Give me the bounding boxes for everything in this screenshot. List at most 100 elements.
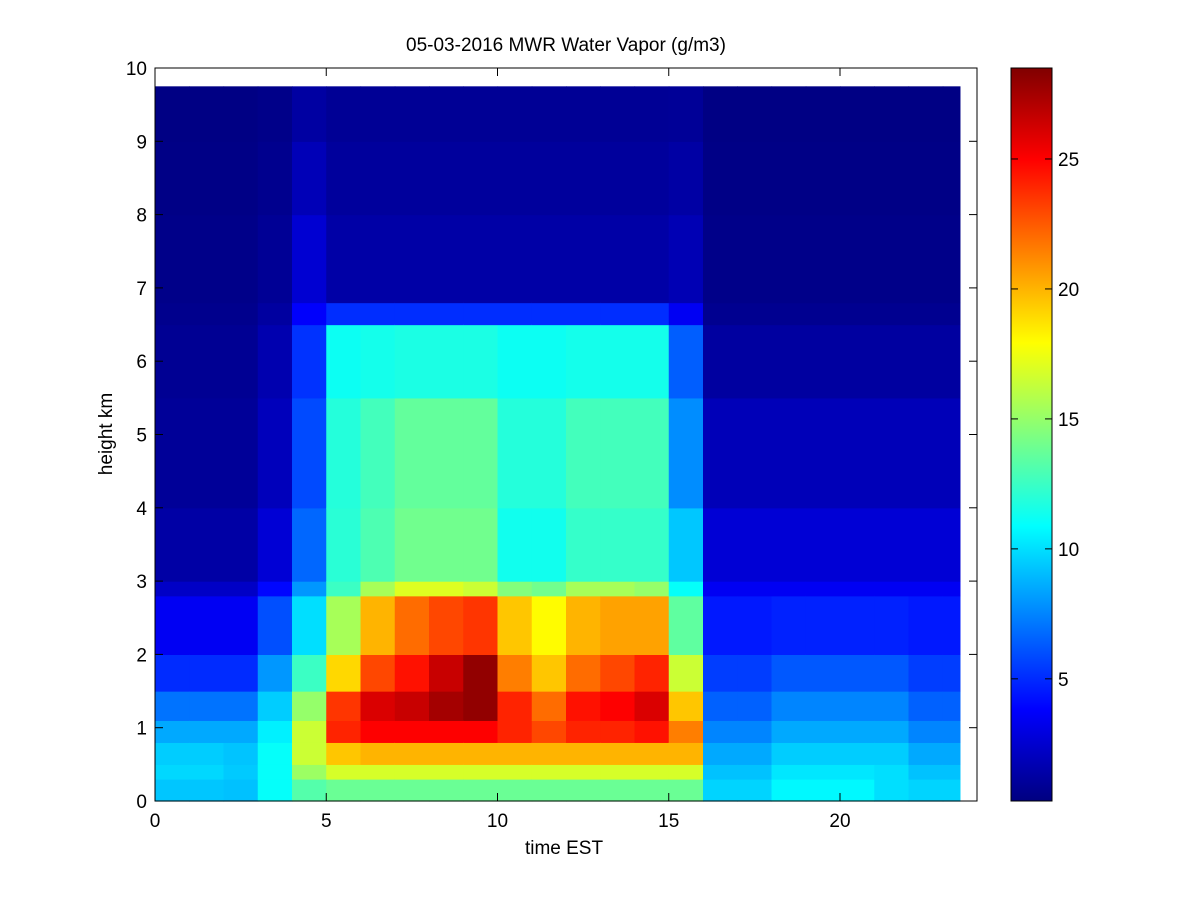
heatmap-cell — [942, 720, 961, 743]
heatmap-cell — [737, 302, 773, 326]
heatmap-cell — [874, 507, 910, 582]
heatmap-cell — [566, 581, 601, 597]
heatmap-cell — [703, 691, 738, 721]
heatmap-cell — [566, 720, 601, 743]
heatmap-cell — [531, 764, 567, 780]
heatmap-cell — [497, 302, 533, 326]
heatmap-cell — [908, 720, 944, 743]
heatmap-cell — [805, 397, 841, 509]
heatmap-cell — [874, 86, 910, 142]
heatmap-cell — [223, 302, 259, 326]
heatmap-cell — [840, 302, 875, 326]
heatmap-cell — [874, 581, 910, 597]
heatmap-cell — [600, 595, 636, 655]
heatmap-cell — [429, 324, 464, 399]
heatmap-cell — [326, 742, 362, 765]
heatmap-cell — [737, 779, 773, 802]
heatmap-cell — [463, 397, 499, 509]
heatmap-cell — [634, 779, 670, 802]
heatmap-cell — [737, 691, 773, 721]
heatmap-cell — [634, 302, 670, 326]
heatmap-cell — [771, 595, 807, 655]
heatmap-cell — [189, 214, 225, 304]
heatmap-cell — [429, 764, 464, 780]
heatmap-cell — [805, 691, 841, 721]
heatmap-cell — [326, 397, 362, 509]
heatmap-cell — [429, 141, 464, 216]
heatmap-cell — [360, 581, 396, 597]
y-tick-label: 9 — [136, 132, 147, 153]
heatmap-cell — [840, 654, 875, 692]
heatmap-cell — [326, 86, 362, 142]
x-axis: 0 5 10 15 20 — [150, 68, 851, 832]
heatmap-cell — [908, 141, 944, 216]
heatmap-cell — [840, 720, 875, 743]
heatmap-cell — [394, 581, 430, 597]
y-tick-label: 7 — [136, 279, 147, 300]
heatmap-cell — [326, 214, 362, 304]
heatmap-cell — [668, 86, 704, 142]
heatmap-cell — [326, 654, 362, 692]
heatmap-cell — [600, 302, 636, 326]
heatmap-cell — [360, 302, 396, 326]
heatmap-cell — [840, 324, 875, 399]
heatmap-cell — [874, 779, 910, 802]
heatmap-cell — [360, 764, 396, 780]
heatmap-cell — [463, 214, 499, 304]
heatmap-cell — [703, 507, 738, 582]
heatmap-cell — [292, 595, 327, 655]
heatmap-cell — [771, 397, 807, 509]
heatmap-cell — [942, 764, 961, 780]
heatmap-cell — [737, 720, 773, 743]
heatmap-cell — [223, 764, 259, 780]
heatmap-cell — [908, 581, 944, 597]
heatmap-cell — [257, 214, 293, 304]
heatmap-cell — [634, 141, 670, 216]
heatmap-cell — [874, 691, 910, 721]
heatmap-cell — [566, 654, 601, 692]
heatmap-cell — [189, 507, 225, 582]
heatmap-cell — [394, 214, 430, 304]
heatmap-cell — [805, 720, 841, 743]
heatmap-cell — [771, 779, 807, 802]
heatmap-cell — [531, 742, 567, 765]
heatmap-cell — [566, 742, 601, 765]
heatmap-cell — [257, 779, 293, 802]
heatmap-cell — [463, 779, 499, 802]
heatmap-cell — [223, 654, 259, 692]
heatmap-cell — [771, 764, 807, 780]
heatmap-cell — [292, 654, 327, 692]
heatmap-cell — [771, 302, 807, 326]
heatmap-cell — [566, 507, 601, 582]
heatmap-cell — [703, 86, 738, 142]
heatmap-cell — [429, 214, 464, 304]
heatmap-cell — [771, 720, 807, 743]
y-tick-label: 8 — [136, 206, 147, 227]
y-tick-label: 5 — [136, 426, 147, 447]
heatmap-cell — [668, 595, 704, 655]
x-tick-label: 5 — [321, 811, 332, 832]
heatmap-cell — [463, 86, 499, 142]
heatmap-cell — [566, 764, 601, 780]
heatmap-cell — [668, 581, 704, 597]
heatmap-cell — [394, 595, 430, 655]
heatmap-cell — [771, 654, 807, 692]
heatmap-cell — [394, 654, 430, 692]
y-tick-label: 4 — [136, 499, 147, 520]
heatmap-cell — [840, 779, 875, 802]
heatmap-cell — [805, 141, 841, 216]
heatmap-cell — [463, 141, 499, 216]
heatmap-cell — [942, 595, 961, 655]
heatmap-cell — [155, 302, 190, 326]
heatmap-cell — [292, 779, 327, 802]
heatmap-cell — [155, 86, 190, 142]
heatmap-cell — [703, 581, 738, 597]
colorbar-tick-label: 10 — [1058, 540, 1079, 561]
heatmap-cell — [429, 779, 464, 802]
heatmap-cell — [497, 654, 533, 692]
heatmap-cell — [840, 141, 875, 216]
heatmap-cell — [703, 720, 738, 743]
heatmap-cell — [908, 595, 944, 655]
heatmap-cell — [531, 302, 567, 326]
heatmap-cell — [600, 779, 636, 802]
